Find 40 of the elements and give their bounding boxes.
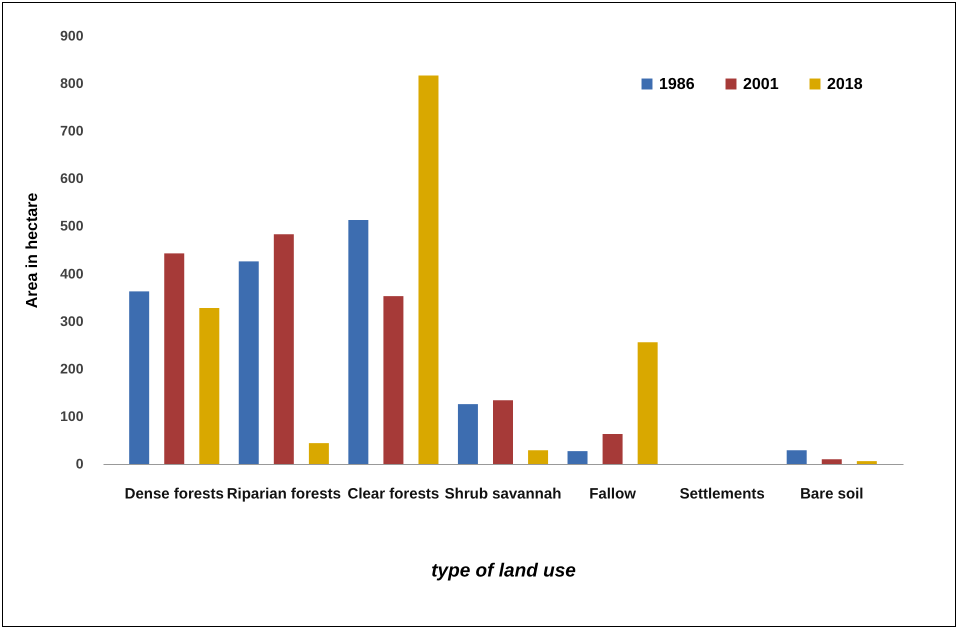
y-tick-label: 200: [60, 360, 84, 376]
bar: [528, 450, 548, 464]
bar: [164, 253, 184, 464]
y-tick-label: 300: [60, 312, 84, 329]
bar: [568, 451, 588, 464]
bar: [129, 291, 150, 464]
y-tick-label: 100: [60, 408, 84, 424]
bar: [786, 450, 807, 464]
legend-label: 1986: [659, 76, 695, 93]
bar: [602, 434, 623, 464]
x-tick-label: Dense forests: [124, 486, 224, 502]
bar: [638, 342, 658, 464]
bar: [822, 459, 842, 464]
legend-label: 2018: [827, 76, 863, 93]
bar: [383, 296, 404, 464]
y-tick-label: 500: [60, 218, 84, 234]
bar: [308, 443, 329, 464]
bar: [458, 404, 478, 464]
bar: [199, 308, 220, 464]
bar: [856, 461, 877, 464]
y-tick-label: 600: [60, 170, 84, 186]
legend-label: 2001: [743, 76, 779, 93]
y-tick-label: 700: [60, 122, 84, 139]
x-tick-label: Riparian forests: [226, 486, 341, 502]
y-tick-label: 800: [60, 75, 84, 92]
x-tick-label: Settlements: [680, 486, 765, 502]
y-tick-label: 400: [60, 265, 84, 282]
bar: [493, 400, 513, 464]
x-tick-label: Clear forests: [348, 486, 440, 502]
bar: [274, 234, 294, 464]
y-tick-label: 0: [76, 456, 84, 472]
x-tick-label: Shrub savannah: [444, 486, 562, 502]
y-tick-label: 900: [60, 28, 84, 44]
y-axis-title: Area in hectare: [24, 192, 42, 308]
bar: [238, 261, 259, 464]
bar: [348, 220, 368, 464]
x-tick-label: Bare soil: [800, 486, 864, 502]
bar: [418, 75, 438, 464]
x-axis-title: type of land use: [431, 560, 576, 582]
x-tick-label: Fallow: [589, 486, 636, 502]
